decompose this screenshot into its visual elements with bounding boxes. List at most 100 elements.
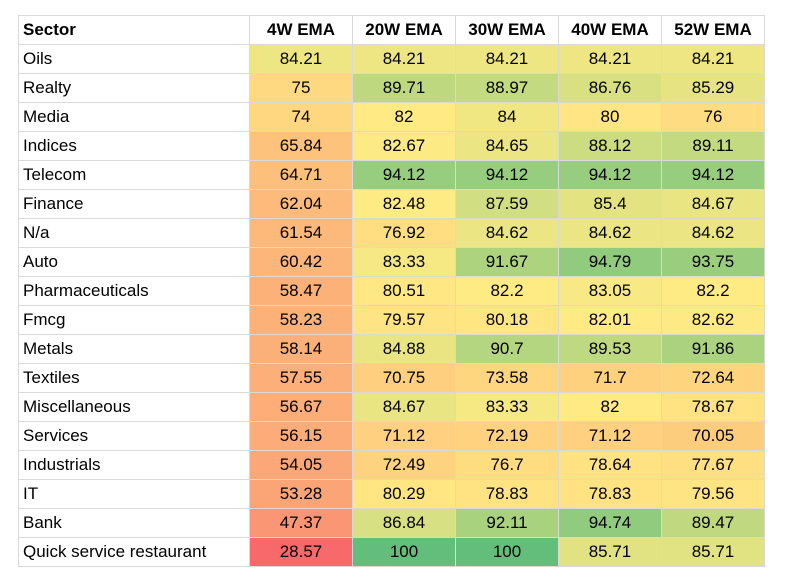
ema-value-cell: 77.67	[661, 450, 765, 480]
table-row: Pharmaceuticals 58.47 80.51 82.2 83.05 82.2	[18, 276, 765, 306]
ema-value-cell: 90.7	[455, 334, 559, 364]
ema-value-cell: 87.59	[455, 189, 559, 219]
ema-value-cell: 54.05	[249, 450, 353, 480]
ema-value-cell: 86.76	[558, 73, 662, 103]
header-40w-ema: 40W EMA	[558, 15, 662, 45]
ema-value-cell: 61.54	[249, 218, 353, 248]
ema-value-cell: 47.37	[249, 508, 353, 538]
ema-value-cell: 53.28	[249, 479, 353, 509]
ema-value-cell: 73.58	[455, 363, 559, 393]
table-body: Oils 84.21 84.21 84.21 84.21 84.21 Realty 75 89.…	[18, 44, 765, 567]
ema-value-cell: 79.56	[661, 479, 765, 509]
ema-value-cell: 71.7	[558, 363, 662, 393]
sector-cell: Media	[18, 102, 250, 132]
ema-value-cell: 78.83	[558, 479, 662, 509]
ema-value-cell: 84.65	[455, 131, 559, 161]
ema-value-cell: 84.88	[352, 334, 456, 364]
ema-value-cell: 82.67	[352, 131, 456, 161]
ema-value-cell: 89.53	[558, 334, 662, 364]
ema-value-cell: 64.71	[249, 160, 353, 190]
table-row: Realty 75 89.71 88.97 86.76 85.29	[18, 73, 765, 103]
ema-value-cell: 82.2	[661, 276, 765, 306]
ema-value-cell: 80.18	[455, 305, 559, 335]
ema-value-cell: 78.67	[661, 392, 765, 422]
sector-cell: Services	[18, 421, 250, 451]
ema-value-cell: 93.75	[661, 247, 765, 277]
ema-value-cell: 80	[558, 102, 662, 132]
sector-cell: Oils	[18, 44, 250, 74]
ema-value-cell: 84.21	[558, 44, 662, 74]
ema-value-cell: 91.86	[661, 334, 765, 364]
ema-value-cell: 94.74	[558, 508, 662, 538]
ema-value-cell: 72.64	[661, 363, 765, 393]
ema-value-cell: 82.62	[661, 305, 765, 335]
ema-value-cell: 65.84	[249, 131, 353, 161]
header-row: Sector 4W EMA 20W EMA 30W EMA 40W EMA 52…	[18, 15, 765, 45]
ema-value-cell: 89.11	[661, 131, 765, 161]
sector-cell: IT	[18, 479, 250, 509]
header-4w-ema: 4W EMA	[249, 15, 353, 45]
ema-value-cell: 94.12	[455, 160, 559, 190]
sector-cell: Fmcg	[18, 305, 250, 335]
sector-cell: Metals	[18, 334, 250, 364]
ema-value-cell: 78.64	[558, 450, 662, 480]
ema-value-cell: 85.71	[558, 537, 662, 567]
ema-value-cell: 28.57	[249, 537, 353, 567]
ema-value-cell: 72.19	[455, 421, 559, 451]
ema-value-cell: 60.42	[249, 247, 353, 277]
sector-cell: Realty	[18, 73, 250, 103]
ema-value-cell: 83.33	[455, 392, 559, 422]
ema-value-cell: 91.67	[455, 247, 559, 277]
sector-ema-table: Sector 4W EMA 20W EMA 30W EMA 40W EMA 52…	[18, 15, 765, 567]
ema-value-cell: 58.47	[249, 276, 353, 306]
table-row: Telecom 64.71 94.12 94.12 94.12 94.12	[18, 160, 765, 190]
table-row: Fmcg 58.23 79.57 80.18 82.01 82.62	[18, 305, 765, 335]
ema-value-cell: 75	[249, 73, 353, 103]
ema-value-cell: 82	[352, 102, 456, 132]
ema-value-cell: 94.12	[352, 160, 456, 190]
sector-cell: Textiles	[18, 363, 250, 393]
table-row: Bank 47.37 86.84 92.11 94.74 89.47	[18, 508, 765, 538]
ema-value-cell: 72.49	[352, 450, 456, 480]
ema-value-cell: 76.92	[352, 218, 456, 248]
sector-cell: N/a	[18, 218, 250, 248]
ema-value-cell: 56.15	[249, 421, 353, 451]
sector-cell: Miscellaneous	[18, 392, 250, 422]
sector-cell: Pharmaceuticals	[18, 276, 250, 306]
ema-value-cell: 82.2	[455, 276, 559, 306]
table-row: Industrials 54.05 72.49 76.7 78.64 77.67	[18, 450, 765, 480]
ema-value-cell: 84.62	[661, 218, 765, 248]
ema-value-cell: 84.21	[249, 44, 353, 74]
ema-value-cell: 76.7	[455, 450, 559, 480]
ema-value-cell: 100	[352, 537, 456, 567]
sector-cell: Telecom	[18, 160, 250, 190]
ema-value-cell: 88.97	[455, 73, 559, 103]
ema-value-cell: 85.29	[661, 73, 765, 103]
ema-value-cell: 94.12	[558, 160, 662, 190]
table-row: Quick service restaurant 28.57 100 100 85.71…	[18, 537, 765, 567]
table-row: N/a 61.54 76.92 84.62 84.62 84.62	[18, 218, 765, 248]
ema-value-cell: 58.14	[249, 334, 353, 364]
table-row: Miscellaneous 56.67 84.67 83.33 82 78.67	[18, 392, 765, 422]
ema-value-cell: 82	[558, 392, 662, 422]
table-row: Auto 60.42 83.33 91.67 94.79 93.75	[18, 247, 765, 277]
sector-cell: Bank	[18, 508, 250, 538]
ema-value-cell: 78.83	[455, 479, 559, 509]
table-row: Finance 62.04 82.48 87.59 85.4 84.67	[18, 189, 765, 219]
ema-value-cell: 86.84	[352, 508, 456, 538]
ema-value-cell: 79.57	[352, 305, 456, 335]
ema-value-cell: 84.21	[352, 44, 456, 74]
sector-cell: Finance	[18, 189, 250, 219]
ema-value-cell: 57.55	[249, 363, 353, 393]
ema-value-cell: 82.48	[352, 189, 456, 219]
ema-value-cell: 88.12	[558, 131, 662, 161]
ema-value-cell: 80.51	[352, 276, 456, 306]
header-20w-ema: 20W EMA	[352, 15, 456, 45]
ema-value-cell: 94.79	[558, 247, 662, 277]
table-row: Metals 58.14 84.88 90.7 89.53 91.86	[18, 334, 765, 364]
ema-value-cell: 83.33	[352, 247, 456, 277]
table-row: Services 56.15 71.12 72.19 71.12 70.05	[18, 421, 765, 451]
ema-value-cell: 84.67	[352, 392, 456, 422]
table-row: Media 74 82 84 80 76	[18, 102, 765, 132]
ema-value-cell: 71.12	[558, 421, 662, 451]
